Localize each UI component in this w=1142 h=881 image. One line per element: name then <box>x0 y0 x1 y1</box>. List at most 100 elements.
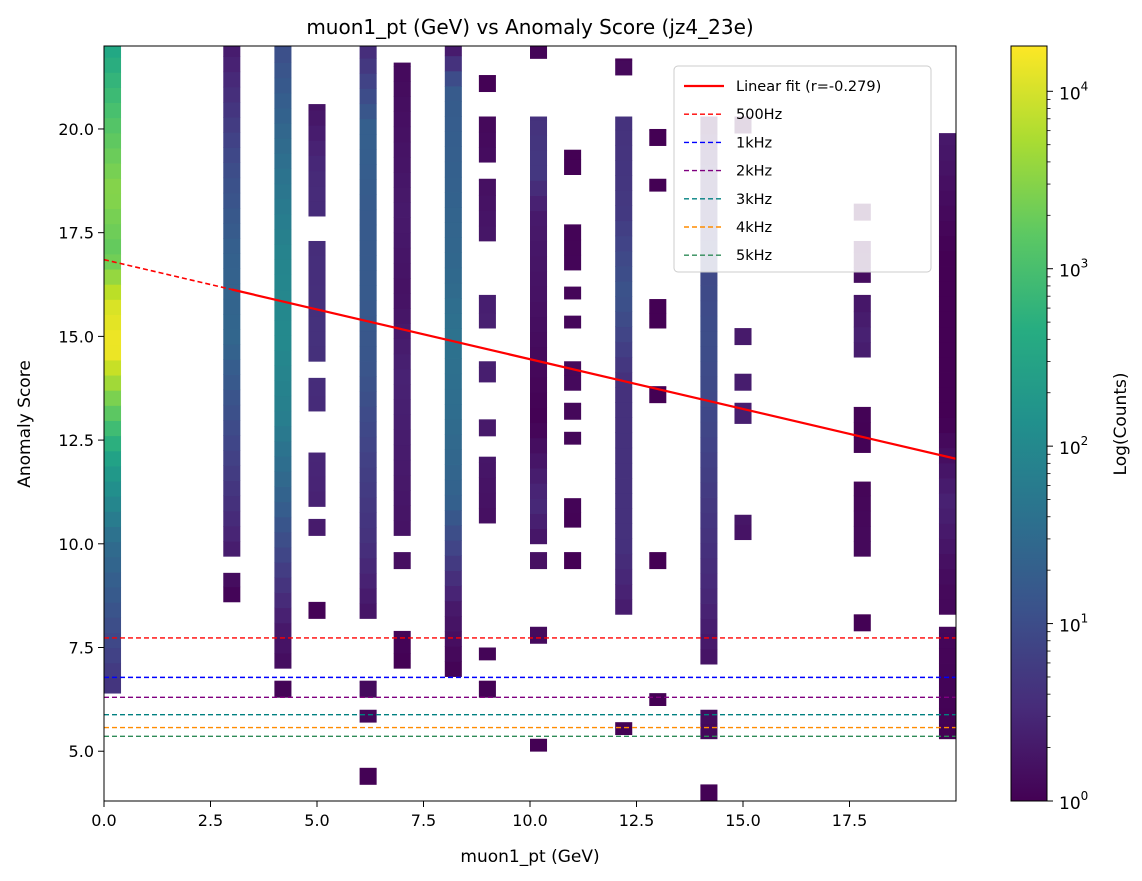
heatmap-cell <box>274 562 292 578</box>
heatmap-cell <box>308 185 326 202</box>
heatmap-cell <box>530 362 548 378</box>
heatmap-cell <box>938 626 956 634</box>
heatmap-cell <box>853 481 871 497</box>
heatmap-cell <box>104 117 122 134</box>
heatmap-cell <box>274 198 292 215</box>
heatmap-cell <box>308 395 326 412</box>
heatmap-cell <box>223 298 241 315</box>
heatmap-cell <box>938 341 956 358</box>
heatmap-cell <box>938 678 956 694</box>
heatmap-cell <box>104 87 122 104</box>
heatmap-cell <box>223 419 241 436</box>
heatmap-cell <box>308 518 326 521</box>
heatmap-cell <box>530 195 548 212</box>
heatmap-cell <box>478 682 496 698</box>
heatmap-cell <box>444 600 462 617</box>
heatmap-cell <box>359 164 377 180</box>
heatmap-cell <box>274 425 292 442</box>
heatmap-cell <box>359 769 377 785</box>
heatmap-cell <box>938 553 956 570</box>
heatmap-cell <box>853 407 871 423</box>
heatmap-cell <box>853 341 871 358</box>
heatmap-cell <box>478 420 496 437</box>
heatmap-cell <box>393 505 411 521</box>
heatmap-cell <box>393 308 411 324</box>
heatmap-cell <box>104 556 122 573</box>
y-axis: 5.0 7.5 10.0 12.5 15.0 17.5 20.0 <box>58 120 104 761</box>
heatmap-cell <box>308 255 326 271</box>
heatmap <box>104 46 956 801</box>
heatmap-cell <box>700 648 718 665</box>
heatmap-cell <box>274 153 292 169</box>
heatmap-cell <box>444 646 462 662</box>
heatmap-cell <box>223 223 241 239</box>
heatmap-cell <box>649 387 667 404</box>
heatmap-cell <box>393 141 411 158</box>
heatmap-cell <box>444 585 462 602</box>
heatmap-cell <box>700 482 718 498</box>
heatmap-cell <box>444 479 462 496</box>
heatmap-cell <box>393 81 411 97</box>
heatmap-cell <box>700 376 718 392</box>
heatmap-cell <box>938 508 956 524</box>
heatmap-cell <box>104 405 122 421</box>
heatmap-cell <box>274 516 292 533</box>
heatmap-cell <box>615 250 633 267</box>
y-tick-label: 20.0 <box>58 120 94 139</box>
heatmap-cell <box>853 296 871 313</box>
heatmap-cell <box>104 466 122 482</box>
heatmap-cell <box>223 283 241 300</box>
heatmap-cell <box>938 417 956 434</box>
heatmap-cell <box>530 116 548 121</box>
heatmap-cell <box>615 462 633 479</box>
heatmap-cell <box>359 239 377 256</box>
heatmap-cell <box>359 209 377 226</box>
heatmap-cell <box>478 131 496 148</box>
heatmap-cell <box>223 132 241 148</box>
heatmap-cell <box>359 542 377 559</box>
y-tick-label: 7.5 <box>69 639 94 658</box>
heatmap-cell <box>359 391 377 407</box>
heatmap-cell <box>274 682 292 698</box>
heatmap-cell <box>393 278 411 294</box>
heatmap-cell <box>393 217 411 234</box>
heatmap-cell <box>308 601 326 604</box>
heatmap-cell <box>104 344 122 361</box>
heatmap-cell <box>359 118 377 135</box>
heatmap-cell <box>734 402 752 409</box>
heatmap-cell <box>444 267 462 284</box>
heatmap-cell <box>530 316 548 333</box>
heatmap-cell <box>444 540 462 556</box>
heatmap-cell <box>700 330 718 347</box>
heatmap-cell <box>938 599 956 615</box>
heatmap-cell <box>444 46 462 57</box>
heatmap-cell <box>734 373 752 376</box>
colorbar-gradient <box>1010 45 1048 802</box>
heatmap-cell <box>274 501 292 518</box>
heatmap-cell <box>615 568 633 585</box>
heatmap-cell <box>359 527 377 544</box>
heatmap-cell <box>274 577 292 593</box>
heatmap-cell <box>223 102 241 118</box>
heatmap-cell <box>308 315 326 332</box>
heatmap-cell <box>478 647 496 661</box>
heatmap-cell <box>615 584 633 600</box>
heatmap-cell <box>444 207 462 223</box>
heatmap-cell <box>615 722 633 736</box>
heatmap-cell <box>649 128 667 131</box>
heatmap-cell <box>223 192 241 209</box>
heatmap-cell <box>938 584 956 600</box>
heatmap-cell <box>359 149 377 165</box>
heatmap-cell <box>938 693 956 709</box>
heatmap-cell <box>223 480 241 497</box>
heatmap-cell <box>359 709 377 723</box>
heatmap-cell <box>444 525 462 541</box>
x-tick-label: 17.5 <box>832 811 868 830</box>
heatmap-cell <box>564 375 582 391</box>
heatmap-cell <box>393 262 411 279</box>
heatmap-cell <box>938 175 956 191</box>
heatmap-cell <box>104 541 122 558</box>
heatmap-cell <box>359 682 377 698</box>
heatmap-cell <box>359 58 377 74</box>
heatmap-cell <box>104 602 122 618</box>
